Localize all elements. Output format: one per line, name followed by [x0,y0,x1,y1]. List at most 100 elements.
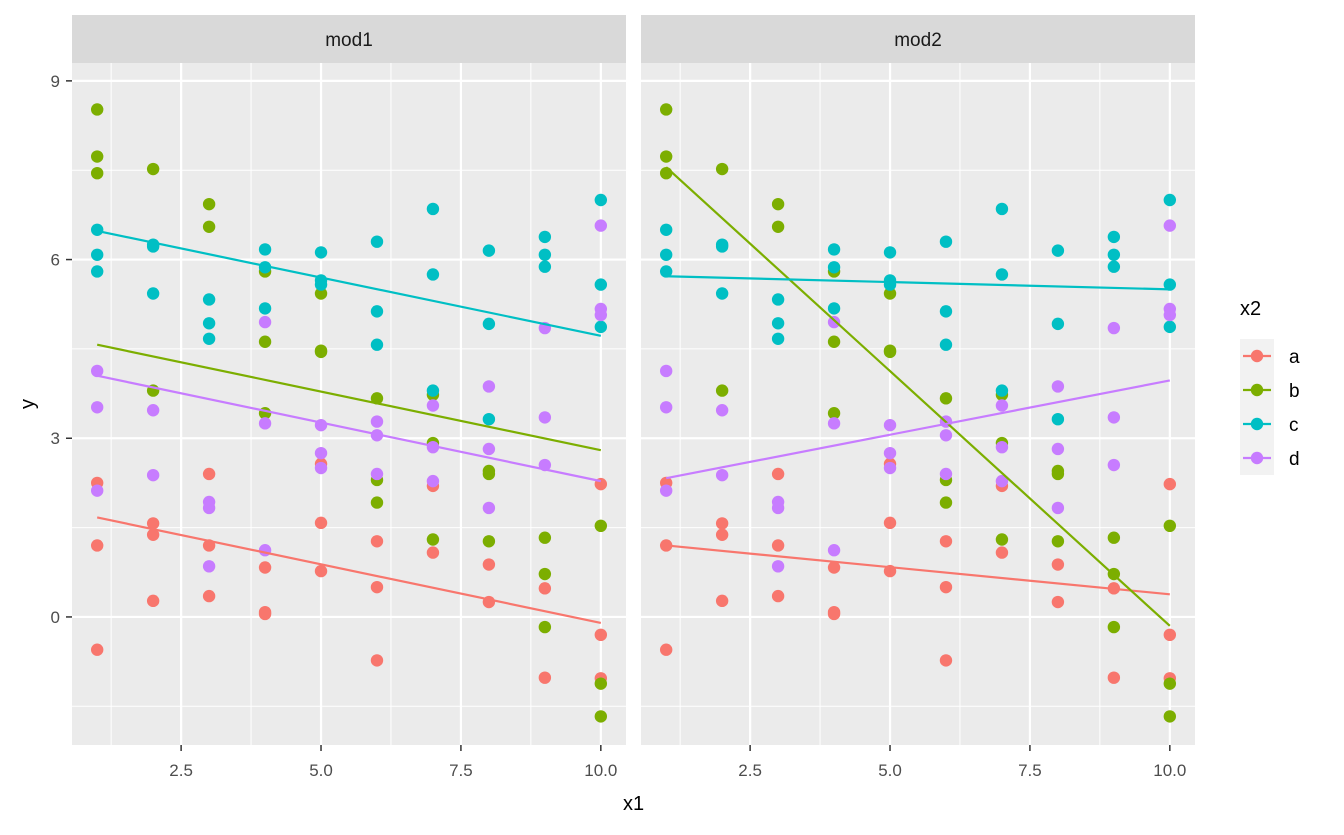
data-point-d [146,468,160,482]
data-point-d [1163,308,1177,322]
legend-key-point-b [1250,383,1264,397]
data-point-b [1051,467,1065,481]
data-point-d [659,364,673,378]
data-point-d [1107,458,1121,472]
data-point-d [827,315,841,329]
data-point-b [1163,677,1177,690]
data-point-c [1051,412,1065,426]
data-point-a [146,528,160,541]
fit-line-d [665,379,1171,480]
fit-line-c [666,275,1170,291]
data-point-d [482,380,496,393]
data-point-b [538,567,552,581]
data-point-c [1163,320,1177,334]
data-point-b [594,519,608,533]
data-point-a [370,580,384,594]
data-point-d [827,544,841,557]
data-point-d [90,364,104,378]
legend-label-a: a [1289,347,1300,368]
data-point-c [370,338,384,351]
data-point-b [939,392,953,405]
data-point-a [90,539,104,552]
facet-strip-label: mod2 [894,30,942,51]
data-point-c [90,265,104,278]
data-point-a [314,564,328,578]
data-point-c [482,244,496,257]
x-tick-label: 5.0 [309,761,333,780]
data-point-c [594,278,608,291]
data-point-b [202,220,216,233]
fit-line-a [96,516,602,624]
data-point-a [426,546,440,559]
data-point-a [370,654,384,667]
fit-line-a [666,544,1170,596]
data-point-c [1051,244,1065,257]
data-point-d [939,467,953,481]
data-point-c [771,332,785,345]
data-point-d [1163,219,1177,232]
data-point-b [659,150,673,163]
data-point-b [594,710,608,723]
data-point-d [258,417,272,430]
data-point-d [1107,321,1121,335]
data-point-a [538,671,552,684]
data-point-c [883,278,897,291]
data-point-a [771,589,785,603]
legend-label-d: d [1289,449,1300,470]
panel-background [641,63,1195,745]
data-point-a [715,528,729,541]
data-point-a [939,580,953,594]
fit-line-c [96,229,602,337]
data-point-a [883,516,897,530]
data-point-c [659,265,673,278]
data-point-d [482,442,496,456]
data-point-d [482,501,496,515]
facet-strip-label: mod1 [325,30,373,51]
data-point-b [659,166,673,180]
fit-line-b [96,343,602,452]
data-point-d [258,315,272,329]
data-point-d [715,468,729,482]
data-point-d [538,411,552,424]
data-point-c [202,332,216,345]
data-point-a [202,589,216,603]
data-point-d [1051,380,1065,393]
data-point-c [594,193,608,207]
data-point-c [538,248,552,261]
data-point-d [995,440,1009,454]
data-point-d [883,461,897,475]
data-point-a [370,535,384,548]
data-point-c [370,235,384,248]
data-point-c [426,384,440,397]
data-point-c [1107,230,1121,244]
data-point-d [202,501,216,515]
data-point-b [90,150,104,163]
data-point-a [827,561,841,574]
data-point-c [939,338,953,351]
y-axis-title: y [17,399,39,409]
data-point-d [1051,501,1065,515]
data-point-b [883,345,897,359]
legend-key-point-a [1250,349,1264,363]
data-point-b [314,287,328,300]
panel-background [72,63,626,745]
data-point-c [90,248,104,261]
data-point-b [827,407,841,420]
data-point-b [90,166,104,180]
data-point-d [594,308,608,322]
data-point-a [827,607,841,621]
data-point-c [482,412,496,426]
data-point-d [594,219,608,232]
data-point-c [827,261,841,274]
data-point-b [715,162,729,176]
data-point-d [426,440,440,454]
data-point-a [258,607,272,621]
data-point-d [370,415,384,428]
x-axis-title: x1 [623,793,644,815]
data-point-c [715,240,729,253]
data-point-d [771,501,785,515]
y-tick-label: 0 [51,608,60,627]
legend-label-c: c [1289,415,1299,436]
data-point-c [1163,193,1177,207]
